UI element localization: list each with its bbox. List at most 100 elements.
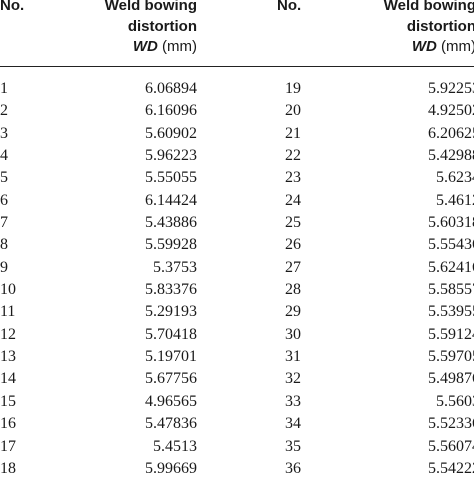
table-row: 12 5.70418 30 5.59124 — [0, 324, 474, 346]
row-no-right: 22 — [285, 147, 301, 165]
row-wd-right: 5.6234 — [436, 169, 474, 187]
row-no-left: 15 — [0, 392, 16, 410]
row-wd-right: 5.5603 — [436, 392, 474, 410]
table-row: 5 5.55055 23 5.6234 — [0, 167, 474, 189]
row-no-left: 13 — [0, 348, 16, 366]
row-wd-left: 5.70418 — [145, 325, 197, 343]
row-wd-right: 5.62416 — [428, 258, 474, 276]
row-no-left: 12 — [0, 325, 16, 343]
header-wd-right: Weld bowing distortion WD (mm) — [384, 0, 474, 58]
row-no-right: 34 — [285, 415, 301, 433]
row-no-right: 23 — [285, 169, 301, 187]
row-no-left: 14 — [0, 370, 16, 388]
row-no-left: 1 — [0, 80, 8, 97]
table-row: 13 5.19701 31 5.59705 — [0, 346, 474, 368]
row-wd-left: 5.4513 — [153, 437, 197, 455]
row-no-left: 5 — [0, 169, 8, 187]
row-no-right: 35 — [285, 437, 301, 455]
row-no-left: 16 — [0, 415, 16, 433]
row-no-left: 8 — [0, 236, 8, 254]
table-body: 1 6.06894 19 5.92253 2 6.16096 20 4.92502 3 5.609… — [0, 78, 474, 480]
table-row: 4 5.96223 22 5.42988 — [0, 145, 474, 167]
table-header: No. Weld bowing distortion WD (mm) No. W… — [0, 0, 474, 66]
row-no-right: 33 — [285, 392, 301, 410]
row-no-right: 29 — [285, 303, 301, 321]
row-no-right: 30 — [285, 325, 301, 343]
row-wd-right: 5.53955 — [428, 303, 474, 321]
row-no-right: 32 — [285, 370, 301, 388]
row-no-left: 18 — [0, 459, 16, 477]
row-wd-left: 6.16096 — [145, 102, 197, 120]
header-rule — [0, 66, 474, 67]
row-wd-left: 5.83376 — [145, 281, 197, 299]
table-row: 17 5.4513 35 5.56074 — [0, 436, 474, 458]
header-wd-right-line3: WD (mm) — [384, 37, 474, 58]
header-wd-left-symbol: WD — [132, 38, 158, 55]
row-wd-right: 5.55436 — [428, 236, 474, 254]
row-wd-right: 5.59705 — [428, 348, 474, 366]
row-wd-right: 5.56074 — [428, 437, 474, 455]
table-row: 14 5.67756 32 5.49876 — [0, 368, 474, 390]
header-wd-right-unit: (mm) — [441, 38, 474, 55]
row-wd-left: 5.47836 — [145, 415, 197, 433]
row-wd-right: 5.92253 — [428, 80, 474, 97]
header-wd-right-symbol: WD — [411, 38, 437, 55]
table-row: 15 4.96565 33 5.5603 — [0, 391, 474, 413]
table-row: 18 5.99669 36 5.54222 — [0, 458, 474, 480]
row-no-left: 3 — [0, 124, 8, 142]
row-no-left: 4 — [0, 147, 8, 165]
row-no-right: 31 — [285, 348, 301, 366]
table-row: 6 6.14424 24 5.4612 — [0, 190, 474, 212]
row-wd-right: 5.49876 — [428, 370, 474, 388]
header-wd-left-line2: distortion — [127, 17, 197, 35]
row-wd-left: 6.14424 — [145, 191, 197, 209]
row-no-left: 2 — [0, 102, 8, 120]
row-wd-left: 5.55055 — [145, 169, 197, 187]
row-wd-right: 5.58557 — [428, 281, 474, 299]
row-no-left: 10 — [0, 281, 16, 299]
table-row: 16 5.47836 34 5.52336 — [0, 413, 474, 435]
row-no-left: 7 — [0, 214, 8, 232]
row-wd-right: 5.59124 — [428, 325, 474, 343]
header-wd-right-line2: distortion — [406, 17, 474, 35]
row-wd-right: 4.92502 — [428, 102, 474, 120]
row-wd-left: 5.29193 — [145, 303, 197, 321]
header-wd-left-line1: Weld bowing — [104, 0, 197, 14]
row-wd-left: 5.67756 — [145, 370, 197, 388]
row-no-right: 24 — [285, 191, 301, 209]
header-wd-left-line3: WD (mm) — [105, 37, 197, 58]
row-wd-left: 4.96565 — [145, 392, 197, 410]
row-wd-right: 5.42988 — [428, 147, 474, 165]
table-row: 9 5.3753 27 5.62416 — [0, 257, 474, 279]
table-row: 11 5.29193 29 5.53955 — [0, 301, 474, 323]
row-no-left: 17 — [0, 437, 16, 455]
row-no-right: 25 — [285, 214, 301, 232]
row-no-right: 27 — [285, 258, 301, 276]
table-row: 2 6.16096 20 4.92502 — [0, 100, 474, 122]
header-no-left: No. — [0, 0, 25, 14]
row-wd-left: 5.3753 — [153, 258, 197, 276]
row-no-left: 11 — [0, 303, 16, 321]
table-row: 3 5.60902 21 6.20625 — [0, 123, 474, 145]
header-wd-left: Weld bowing distortion WD (mm) — [105, 0, 197, 58]
row-wd-left: 5.59928 — [145, 236, 197, 254]
row-wd-right: 5.52336 — [428, 415, 474, 433]
row-no-right: 19 — [285, 80, 301, 97]
row-no-right: 28 — [285, 281, 301, 299]
row-no-right: 21 — [285, 124, 301, 142]
row-wd-right: 5.4612 — [436, 191, 474, 209]
row-wd-left: 5.96223 — [145, 147, 197, 165]
row-wd-left: 6.06894 — [145, 80, 197, 97]
row-no-right: 20 — [285, 102, 301, 120]
table-row: 10 5.83376 28 5.58557 — [0, 279, 474, 301]
row-no-left: 6 — [0, 191, 8, 209]
row-no-right: 36 — [285, 459, 301, 477]
row-wd-left: 5.99669 — [145, 459, 197, 477]
row-wd-right: 5.54222 — [428, 459, 474, 477]
row-no-left: 9 — [0, 258, 8, 276]
header-wd-right-line1: Weld bowing — [383, 0, 474, 14]
row-wd-left: 5.60902 — [145, 124, 197, 142]
table-row: 8 5.59928 26 5.55436 — [0, 234, 474, 256]
